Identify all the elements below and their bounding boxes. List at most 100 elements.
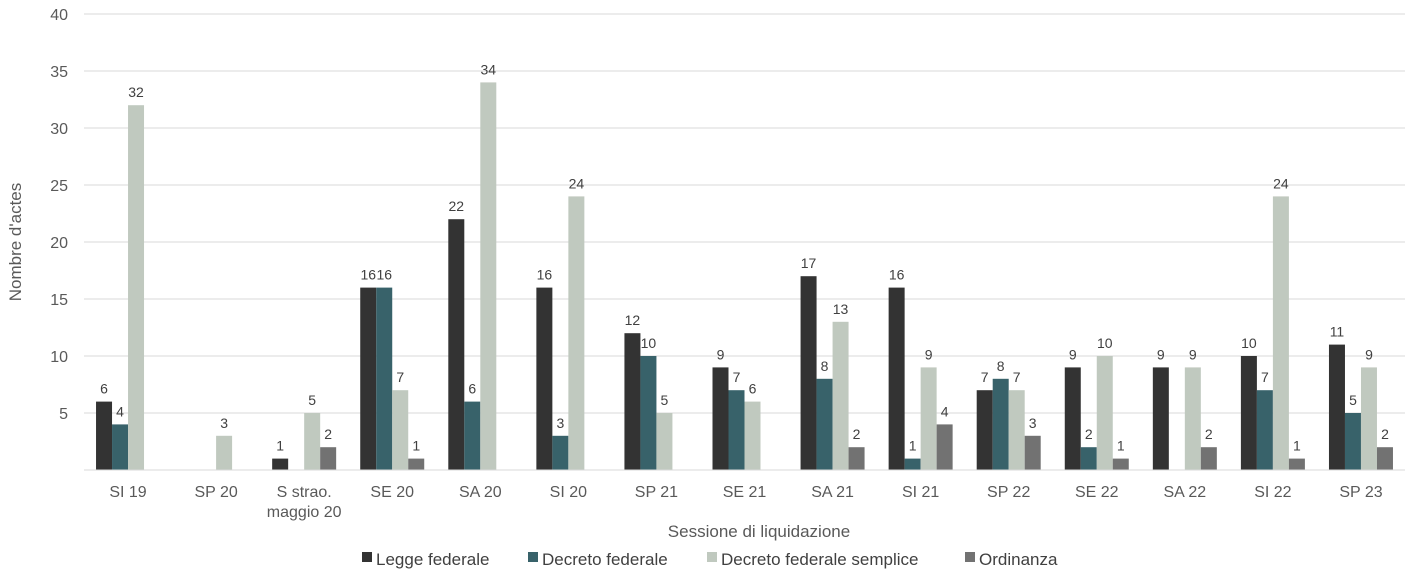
data-label: 8 — [997, 358, 1005, 374]
data-label: 5 — [661, 392, 669, 408]
y-tick-label: 10 — [50, 349, 68, 366]
x-axis-title: Sessione di liquidazione — [668, 522, 850, 541]
x-category-label: SP 23 — [1339, 484, 1382, 501]
bar — [904, 458, 921, 470]
data-label: 1 — [276, 438, 284, 454]
bar — [128, 105, 145, 470]
legend-swatch — [528, 552, 538, 562]
y-tick-label: 35 — [50, 64, 68, 81]
bar — [936, 424, 953, 470]
data-label: 6 — [749, 381, 757, 397]
bar — [920, 367, 937, 470]
bar — [1360, 367, 1377, 470]
bar — [1080, 447, 1097, 470]
bar — [640, 356, 657, 470]
bar — [976, 390, 993, 470]
bar — [1240, 356, 1257, 470]
y-tick-label: 20 — [50, 235, 68, 252]
bar — [304, 413, 321, 470]
x-axis-categories: SI 19 SP 20 S strao. maggio 20 SE 20 SA 20 SI … — [109, 484, 1382, 521]
data-label: 2 — [324, 426, 332, 442]
x-category-label: SE 22 — [1075, 484, 1119, 501]
bar — [1008, 390, 1025, 470]
bar — [1344, 413, 1361, 470]
data-label: 3 — [1029, 415, 1037, 431]
legend-label: Decreto federale — [542, 550, 668, 569]
bar — [1200, 447, 1217, 470]
data-label: 16 — [537, 267, 553, 283]
bar — [448, 219, 465, 470]
data-label: 9 — [1069, 346, 1077, 362]
bar — [624, 333, 641, 470]
data-label: 12 — [625, 312, 641, 328]
bar — [216, 435, 233, 470]
data-label: 16 — [360, 267, 376, 283]
x-category-label: SP 21 — [635, 484, 678, 501]
x-category-label: SP 22 — [987, 484, 1030, 501]
bar — [1328, 344, 1345, 470]
x-category-label: SP 20 — [194, 484, 237, 501]
data-label: 1 — [412, 438, 420, 454]
data-label: 2 — [1085, 426, 1093, 442]
x-category-label: SI 21 — [902, 484, 939, 501]
data-label: 3 — [556, 415, 564, 431]
bar — [112, 424, 129, 470]
bar — [1064, 367, 1081, 470]
x-category-label: SA 20 — [459, 484, 502, 501]
bar — [536, 287, 553, 470]
legend-swatch — [362, 552, 372, 562]
y-tick-label: 40 — [50, 7, 68, 24]
data-label: 2 — [1381, 426, 1389, 442]
legend-label: Decreto federale semplice — [721, 550, 918, 569]
bar — [1272, 196, 1289, 470]
data-label: 9 — [1365, 346, 1373, 362]
bar — [376, 287, 393, 470]
y-tick-label: 5 — [59, 406, 68, 423]
bar — [1112, 458, 1129, 470]
data-label: 8 — [821, 358, 829, 374]
data-label: 10 — [641, 335, 657, 351]
bar — [464, 401, 481, 470]
data-label: 7 — [1261, 369, 1269, 385]
data-label: 7 — [981, 369, 989, 385]
data-label: 24 — [1273, 175, 1289, 191]
legend-swatch — [707, 552, 717, 562]
y-axis-title: Nombre d'actes — [6, 183, 25, 302]
bar — [568, 196, 585, 470]
data-label: 16 — [889, 267, 905, 283]
legend: Legge federale Decreto federale Decreto fe… — [362, 550, 1058, 569]
x-category-label: SI 22 — [1254, 484, 1291, 501]
data-label: 2 — [853, 426, 861, 442]
bar — [992, 378, 1009, 470]
data-label: 9 — [1189, 346, 1197, 362]
bar — [656, 413, 673, 470]
x-category-label: SE 20 — [370, 484, 414, 501]
data-label: 16 — [376, 267, 392, 283]
data-label: 5 — [308, 392, 316, 408]
bar — [392, 390, 409, 470]
data-label: 9 — [1157, 346, 1165, 362]
gridlines — [84, 13, 1405, 414]
bars — [96, 82, 1393, 471]
data-label: 9 — [925, 346, 933, 362]
data-label: 4 — [941, 403, 949, 419]
data-label: 6 — [468, 381, 476, 397]
bar — [96, 401, 113, 470]
y-tick-label: 25 — [50, 178, 68, 195]
bar — [816, 378, 833, 470]
data-label: 32 — [128, 84, 144, 100]
data-label: 7 — [1013, 369, 1021, 385]
data-label: 7 — [396, 369, 404, 385]
bar — [408, 458, 425, 470]
x-category-label: SA 21 — [811, 484, 854, 501]
bar — [1024, 435, 1041, 470]
bar — [320, 447, 337, 470]
data-label: 22 — [449, 198, 465, 214]
bar — [832, 321, 849, 470]
bar — [712, 367, 729, 470]
x-category-label: SI 20 — [550, 484, 587, 501]
x-category-label: S strao. — [277, 484, 332, 501]
data-label: 9 — [717, 346, 725, 362]
bar — [1376, 447, 1393, 470]
